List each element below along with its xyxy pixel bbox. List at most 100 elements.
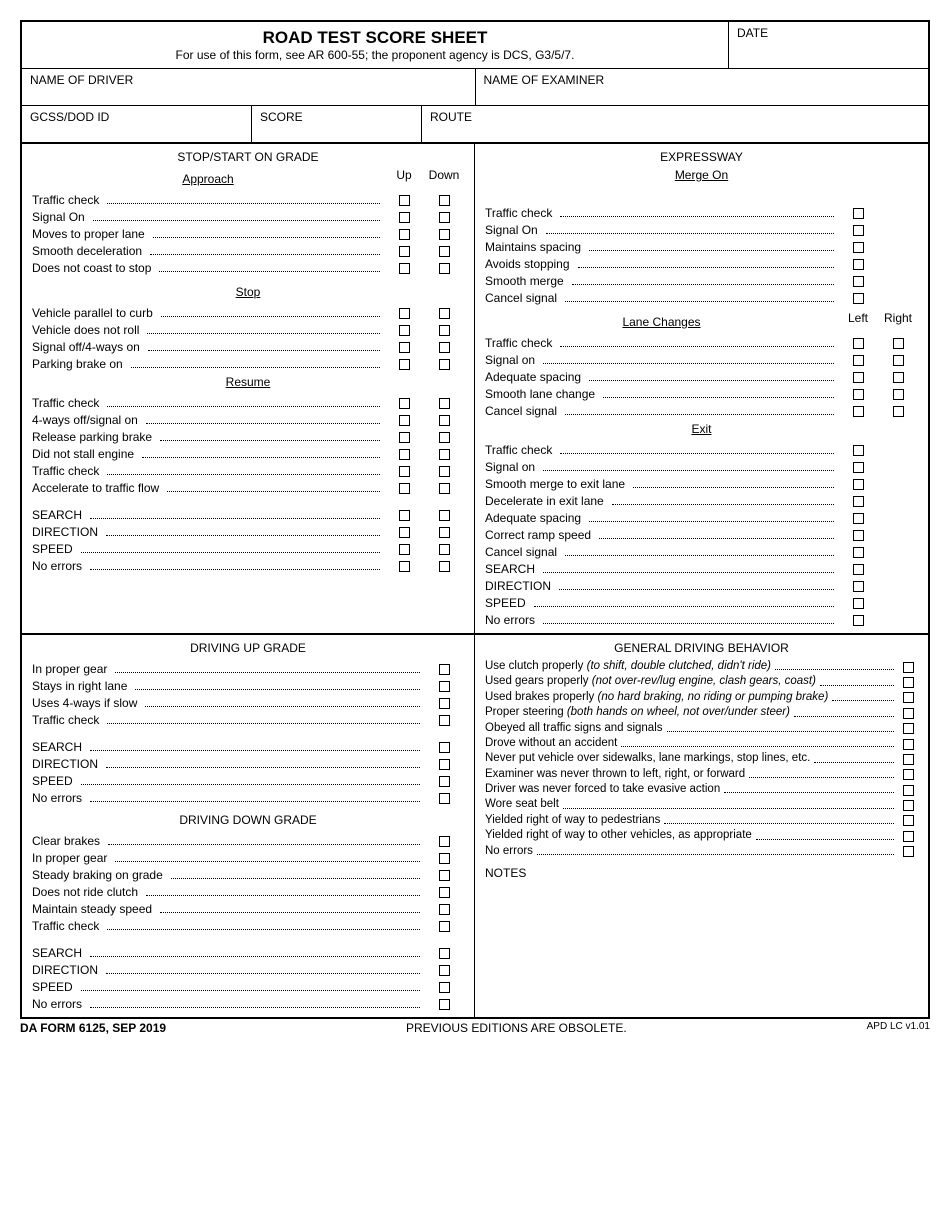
checkbox[interactable] [853, 276, 864, 287]
checkbox[interactable] [439, 681, 450, 692]
checkbox[interactable] [439, 342, 450, 353]
checkbox[interactable] [439, 483, 450, 494]
checkbox[interactable] [439, 415, 450, 426]
checkbox[interactable] [439, 715, 450, 726]
checkbox[interactable] [853, 530, 864, 541]
checkbox[interactable] [399, 449, 410, 460]
checkbox[interactable] [893, 338, 904, 349]
checkbox[interactable] [903, 831, 914, 842]
checkbox[interactable] [853, 389, 864, 400]
checkbox[interactable] [399, 432, 410, 443]
checkbox[interactable] [853, 513, 864, 524]
checkbox[interactable] [853, 547, 864, 558]
checkbox[interactable] [439, 759, 450, 770]
checkbox[interactable] [853, 479, 864, 490]
checkbox[interactable] [903, 662, 914, 673]
checkbox[interactable] [903, 800, 914, 811]
checkbox[interactable] [439, 742, 450, 753]
checkbox[interactable] [903, 815, 914, 826]
checkbox[interactable] [439, 359, 450, 370]
checkbox[interactable] [853, 615, 864, 626]
checkbox[interactable] [853, 462, 864, 473]
checkbox[interactable] [903, 754, 914, 765]
checkbox[interactable] [893, 372, 904, 383]
checkbox[interactable] [439, 263, 450, 274]
checkbox[interactable] [439, 836, 450, 847]
checkbox[interactable] [439, 965, 450, 976]
checkbox[interactable] [399, 195, 410, 206]
checkbox[interactable] [893, 389, 904, 400]
checkbox[interactable] [853, 355, 864, 366]
checkbox[interactable] [853, 259, 864, 270]
leader-dots [543, 623, 834, 624]
checkbox[interactable] [439, 982, 450, 993]
checkbox[interactable] [903, 785, 914, 796]
checkbox[interactable] [439, 698, 450, 709]
checkbox[interactable] [439, 887, 450, 898]
checkbox[interactable] [439, 229, 450, 240]
checkbox[interactable] [853, 406, 864, 417]
checkbox[interactable] [853, 242, 864, 253]
checkbox[interactable] [853, 581, 864, 592]
checkbox[interactable] [853, 293, 864, 304]
checkbox[interactable] [853, 338, 864, 349]
checkbox[interactable] [439, 432, 450, 443]
checkbox[interactable] [399, 212, 410, 223]
checkbox[interactable] [439, 398, 450, 409]
item-label: Smooth merge [485, 274, 568, 288]
checkbox[interactable] [439, 212, 450, 223]
checkbox[interactable] [853, 564, 864, 575]
checkbox[interactable] [853, 208, 864, 219]
checklist-row: In proper gear [32, 848, 464, 865]
item-label: Wore seat belt [485, 797, 559, 811]
checkbox[interactable] [439, 948, 450, 959]
checkbox[interactable] [399, 325, 410, 336]
checkbox[interactable] [439, 561, 450, 572]
checkbox[interactable] [853, 445, 864, 456]
checkbox[interactable] [903, 723, 914, 734]
checkbox[interactable] [439, 544, 450, 555]
checkbox[interactable] [399, 544, 410, 555]
checkbox[interactable] [399, 415, 410, 426]
checkbox[interactable] [893, 406, 904, 417]
checkbox[interactable] [903, 692, 914, 703]
checkbox[interactable] [439, 853, 450, 864]
checkbox[interactable] [439, 308, 450, 319]
checkbox[interactable] [399, 263, 410, 274]
checkbox[interactable] [903, 739, 914, 750]
checkbox[interactable] [439, 776, 450, 787]
checkbox[interactable] [853, 372, 864, 383]
checkbox[interactable] [853, 225, 864, 236]
checkbox[interactable] [439, 195, 450, 206]
checkbox[interactable] [399, 229, 410, 240]
checkbox[interactable] [399, 483, 410, 494]
checkbox[interactable] [399, 527, 410, 538]
checkbox[interactable] [439, 527, 450, 538]
checkbox[interactable] [439, 999, 450, 1010]
checkbox[interactable] [439, 510, 450, 521]
checkbox[interactable] [853, 496, 864, 507]
checkbox[interactable] [903, 846, 914, 857]
checkbox[interactable] [399, 466, 410, 477]
checkbox[interactable] [439, 449, 450, 460]
checkbox[interactable] [903, 769, 914, 780]
checkbox[interactable] [439, 325, 450, 336]
checkbox[interactable] [399, 342, 410, 353]
checkbox[interactable] [399, 398, 410, 409]
checkbox[interactable] [439, 904, 450, 915]
checkbox[interactable] [903, 708, 914, 719]
checkbox[interactable] [903, 677, 914, 688]
checkbox[interactable] [439, 246, 450, 257]
checkbox[interactable] [893, 355, 904, 366]
checkbox[interactable] [399, 561, 410, 572]
checkbox[interactable] [399, 359, 410, 370]
checkbox[interactable] [853, 598, 864, 609]
checkbox[interactable] [399, 308, 410, 319]
checkbox[interactable] [399, 246, 410, 257]
checkbox[interactable] [439, 466, 450, 477]
checkbox[interactable] [439, 664, 450, 675]
checkbox[interactable] [439, 793, 450, 804]
checkbox[interactable] [439, 921, 450, 932]
checkbox[interactable] [399, 510, 410, 521]
checkbox[interactable] [439, 870, 450, 881]
